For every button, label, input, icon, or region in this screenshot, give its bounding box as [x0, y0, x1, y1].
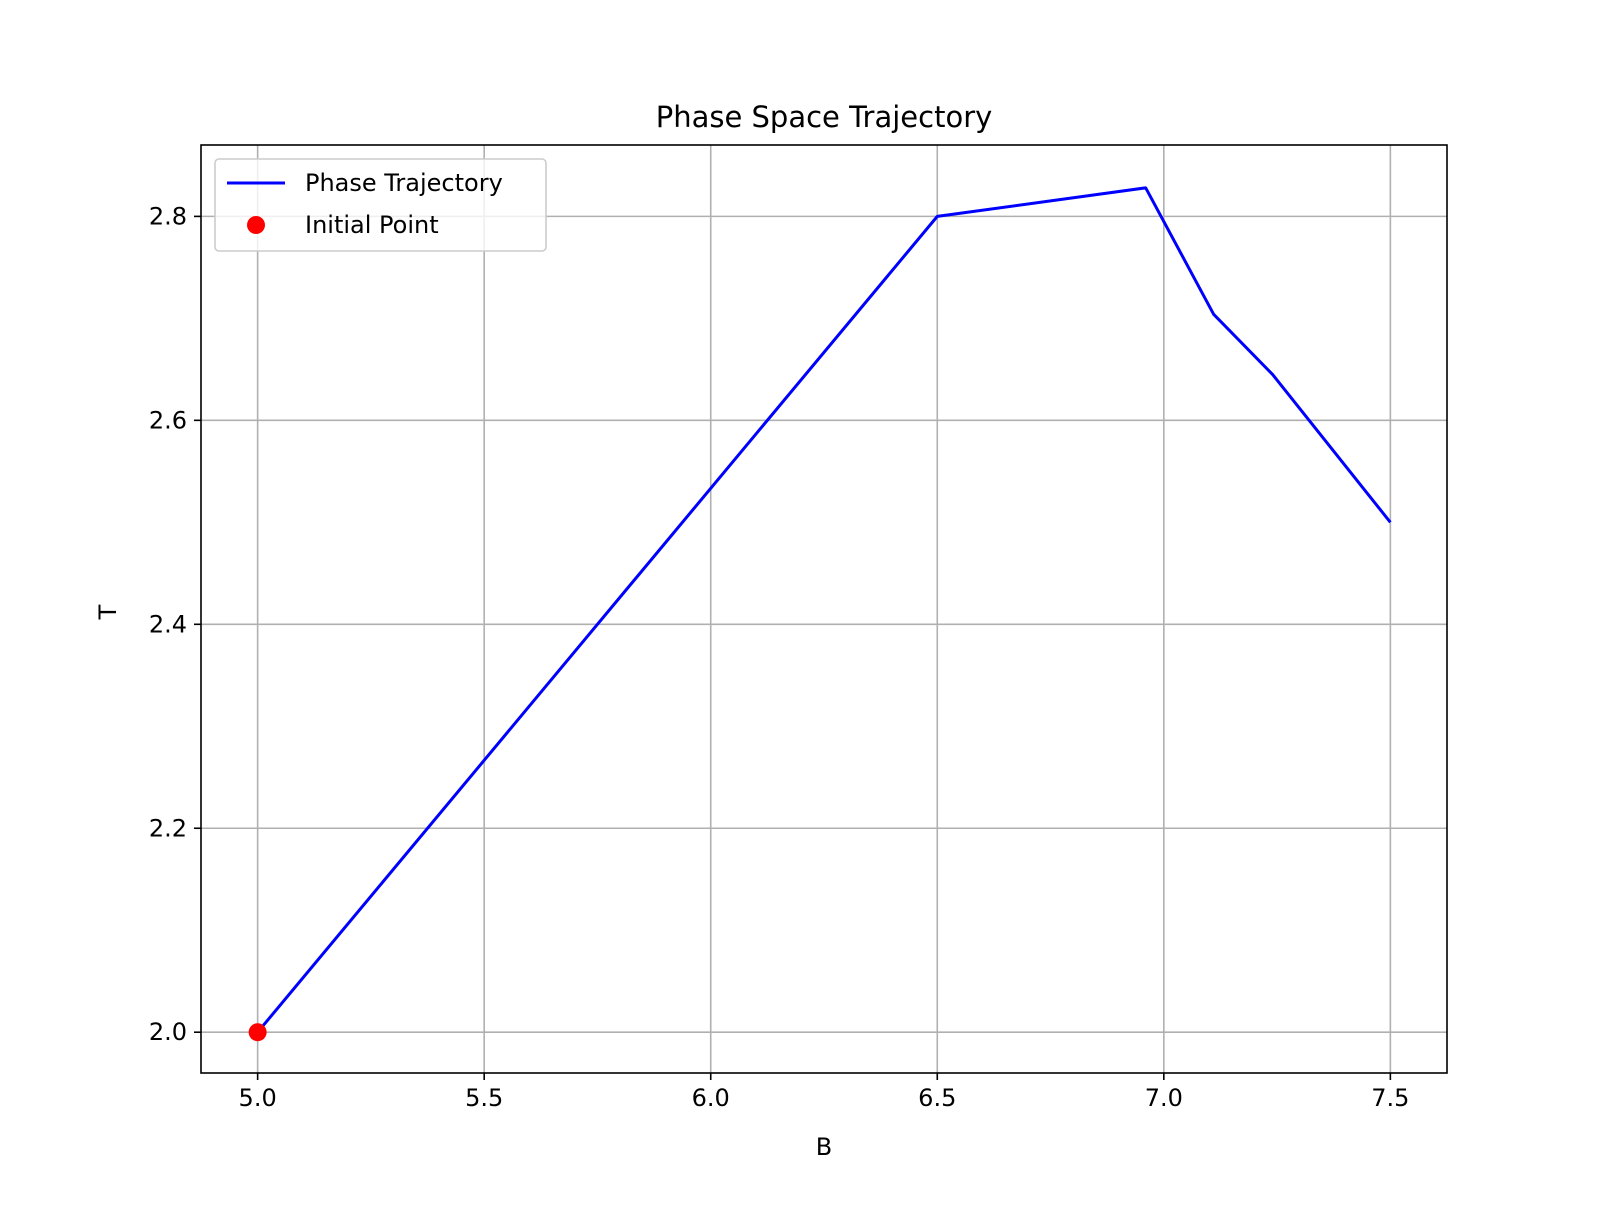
x-tick-label: 7.0 — [1145, 1084, 1183, 1112]
x-tick-label: 5.5 — [465, 1084, 503, 1112]
legend-box — [214, 158, 547, 252]
grid-lines — [201, 145, 1447, 1073]
y-axis-label: T — [94, 604, 122, 620]
x-tick-label: 6.5 — [918, 1084, 956, 1112]
legend-label: Phase Trajectory — [305, 169, 503, 197]
x-tick-label: 7.5 — [1371, 1084, 1409, 1112]
legend: Phase Trajectory Initial Point — [214, 158, 547, 252]
y-tick-label: 2.4 — [149, 610, 187, 638]
legend-marker-swatch — [247, 216, 265, 234]
chart-title: Phase Space Trajectory — [656, 100, 993, 134]
x-tick-label: 5.0 — [239, 1084, 277, 1112]
x-axis-label: B — [816, 1133, 832, 1161]
y-tick-label: 2.8 — [149, 202, 187, 230]
plot-frame — [200, 144, 1448, 1074]
y-tick-label: 2.6 — [149, 406, 187, 434]
y-tick-label: 2.2 — [149, 814, 187, 842]
series-line-phase-trajectory — [256, 186, 1392, 1034]
plot-series — [248, 186, 1392, 1042]
scatter-point-initial — [248, 1023, 267, 1042]
x-tick-label: 6.0 — [692, 1084, 730, 1112]
legend-label: Initial Point — [305, 211, 439, 239]
axis-ticks: 5.0 5.5 6.0 6.5 7.0 7.5 2.0 2.2 2.4 2.6 2.8 — [149, 202, 1410, 1112]
y-tick-label: 2.0 — [149, 1018, 187, 1046]
